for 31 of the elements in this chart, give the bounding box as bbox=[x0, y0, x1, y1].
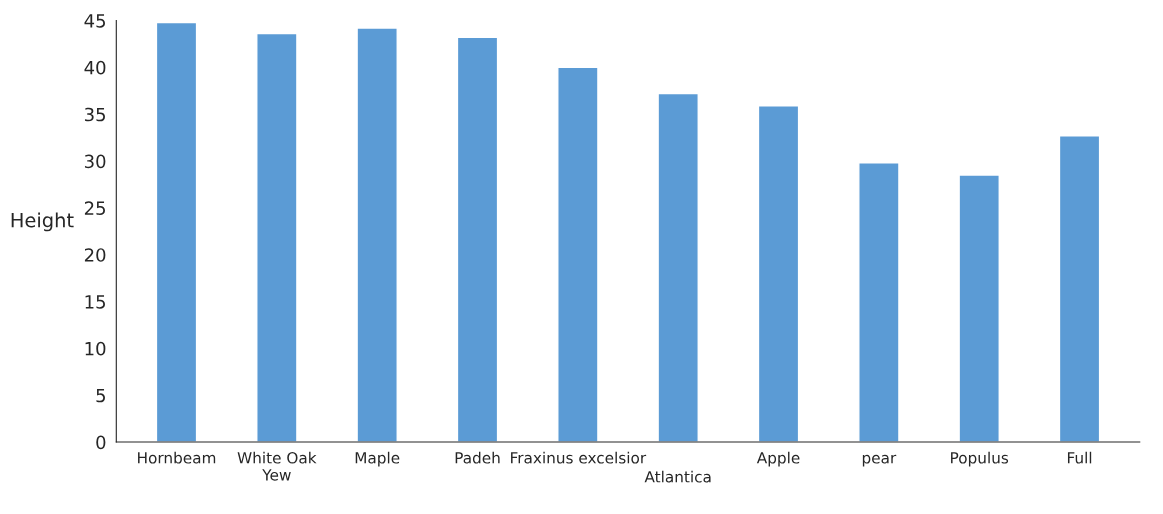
y-tick-label: 30 bbox=[84, 154, 106, 169]
y-tick-label: 15 bbox=[85, 295, 105, 309]
y-tick-label: 40 bbox=[84, 60, 106, 75]
y-tick-label: 5 bbox=[96, 388, 105, 403]
x-tick-label: Full bbox=[1067, 451, 1092, 464]
y-axis-title: Height bbox=[11, 212, 74, 232]
y-tick-label: 35 bbox=[84, 107, 105, 122]
x-tick-label: Hornbeam bbox=[138, 451, 216, 464]
x-tick-label: Maple bbox=[355, 451, 400, 467]
bar bbox=[356, 27, 398, 443]
x-tick-label: White Oak Yew bbox=[237, 451, 317, 481]
x-tick-label: Fraxinus excelsior bbox=[511, 451, 647, 464]
x-tick-label: Atlantica bbox=[644, 470, 711, 483]
bar bbox=[557, 66, 599, 443]
bar bbox=[958, 174, 1000, 443]
y-tick-label: 10 bbox=[85, 341, 106, 356]
y-tick-label: 20 bbox=[84, 248, 106, 262]
x-tick-label: pear bbox=[862, 454, 897, 467]
bar bbox=[757, 105, 800, 443]
bar bbox=[657, 92, 699, 443]
y-tick-label: 25 bbox=[84, 201, 105, 215]
x-tick-label: Padeh bbox=[455, 451, 500, 464]
bar bbox=[858, 162, 900, 443]
x-tick-label: Apple bbox=[756, 451, 800, 467]
bar bbox=[1058, 135, 1101, 443]
bar bbox=[256, 32, 298, 443]
bar bbox=[155, 21, 198, 443]
y-tick-label: 45 bbox=[84, 14, 105, 28]
x-tick-label: Populus bbox=[951, 451, 1009, 467]
bar bbox=[456, 36, 499, 443]
y-tick-label: 0 bbox=[96, 435, 106, 450]
